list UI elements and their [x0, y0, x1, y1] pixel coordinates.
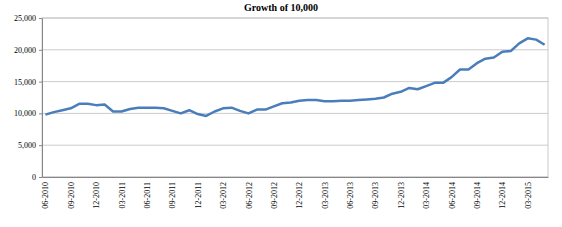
x-tick: 03-2011	[118, 177, 127, 208]
x-tick: 06-2011	[143, 177, 152, 208]
y-tick-label: 20,000	[14, 46, 36, 55]
x-tick-label: 09-2014	[473, 182, 482, 209]
x-tick: 12-2011	[194, 177, 203, 208]
y-tick-label: 10,000	[14, 109, 36, 118]
x-tick-label: 03-2012	[219, 182, 228, 209]
x-tick: 12-2012	[295, 177, 304, 209]
x-tick-label: 06-2010	[41, 182, 50, 209]
y-tick-mark	[39, 113, 42, 114]
x-tick-label: 06-2012	[245, 182, 254, 209]
x-tick-label: 06-2011	[143, 182, 152, 208]
chart: Growth of 10,000 0 5,000 10,000 15,000 20,000…	[0, 0, 562, 227]
x-tick: 03-2012	[219, 177, 228, 209]
y-tick: 25,000	[14, 14, 42, 23]
x-tick: 06-2010	[41, 177, 50, 209]
x-tick: 09-2014	[473, 177, 482, 209]
x-tick-label: 03-2011	[118, 182, 127, 208]
x-tick-label: 09-2010	[67, 182, 76, 209]
x-tick-label: 03-2014	[422, 182, 431, 209]
x-tick-label: 06-2013	[346, 182, 355, 209]
grid-line	[42, 81, 548, 82]
grid-line	[42, 145, 548, 146]
x-tick: 09-2012	[270, 177, 279, 209]
x-tick-label: 12-2013	[397, 182, 406, 209]
x-tick: 06-2014	[448, 177, 457, 209]
y-tick: 5,000	[18, 141, 42, 150]
x-tick: 03-2014	[422, 177, 431, 209]
x-tick: 06-2012	[245, 177, 254, 209]
x-tick: 09-2011	[168, 177, 177, 208]
y-tick-mark	[39, 145, 42, 146]
plot: 0 5,000 10,000 15,000 20,000 25,000 06-2010 09-…	[14, 14, 549, 209]
x-tick-label: 12-2011	[194, 182, 203, 208]
grid-line	[42, 18, 548, 19]
x-tick: 12-2010	[92, 177, 101, 209]
line	[45, 38, 544, 116]
x-tick: 03-2013	[321, 177, 330, 209]
y-tick: 10,000	[14, 109, 42, 118]
grid-line	[42, 113, 548, 114]
x-tick: 09-2010	[67, 177, 76, 209]
x-tick: 12-2014	[498, 177, 507, 209]
x-axis-line	[43, 177, 549, 178]
x-tick: 03-2015	[524, 177, 533, 209]
x-tick-label: 12-2012	[295, 182, 304, 209]
x-tick-label: 09-2013	[371, 182, 380, 209]
x-tick-label: 09-2012	[270, 182, 279, 209]
x-tick-label: 03-2015	[524, 182, 533, 209]
y-tick-label: 0	[32, 173, 36, 182]
y-tick-label: 5,000	[18, 141, 36, 150]
x-tick-label: 12-2014	[498, 182, 507, 209]
x-tick: 09-2013	[371, 177, 380, 209]
y-tick-mark	[39, 50, 42, 51]
y-tick-label: 25,000	[14, 14, 36, 23]
y-axis-line	[42, 19, 43, 178]
x-tick: 06-2013	[346, 177, 355, 209]
x-tick-label: 12-2010	[92, 182, 101, 209]
y-tick: 15,000	[14, 78, 42, 87]
x-tick: 12-2013	[397, 177, 406, 209]
y-tick: 0	[32, 173, 42, 182]
x-tick-label: 03-2013	[321, 182, 330, 209]
y-tick-mark	[39, 82, 42, 83]
grid	[42, 18, 548, 177]
grid-line	[42, 49, 548, 50]
y-tick: 20,000	[14, 46, 42, 55]
x-tick-label: 09-2011	[168, 182, 177, 208]
series	[45, 38, 544, 116]
grid-line	[42, 177, 548, 178]
y-axis: 0 5,000 10,000 15,000 20,000 25,000	[14, 14, 43, 182]
y-tick-label: 15,000	[14, 78, 36, 87]
y-tick-mark	[39, 18, 42, 19]
plot-area	[42, 18, 548, 177]
x-tick-label: 06-2014	[448, 182, 457, 209]
x-axis: 06-2010 09-2010 12-2010 03-2011 06-2011 09-20…	[41, 177, 548, 209]
y-tick-mark	[39, 177, 42, 178]
title: Growth of 10,000	[244, 2, 318, 13]
